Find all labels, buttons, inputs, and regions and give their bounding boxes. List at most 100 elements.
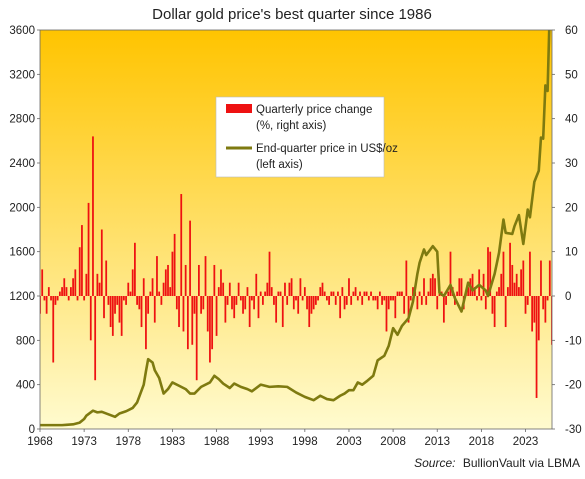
right-tick-label: 30 [565,158,578,170]
bar [275,296,278,323]
bar [67,296,70,301]
bar [314,296,317,305]
bar [111,296,114,336]
bar [195,296,198,381]
bar [107,296,110,305]
bar [370,291,372,296]
left-tick-label: 1600 [9,247,35,259]
bar [184,264,187,296]
bar [58,291,61,296]
bar [100,229,103,296]
bar [456,291,458,296]
bar [92,136,94,296]
bar [319,287,322,296]
bar [495,291,498,296]
bar [303,287,306,296]
bar [222,282,225,296]
bar [81,225,83,296]
bar [153,296,156,323]
bar [120,296,123,336]
right-tick-label: 50 [565,69,578,81]
bar [339,296,342,319]
bar [542,296,545,310]
right-tick-label: 60 [565,25,578,37]
bar [290,278,293,296]
bar [401,291,403,296]
bar [54,296,57,305]
x-tick-label: 1988 [204,436,230,448]
bar [242,296,244,314]
left-tick-label: 400 [16,380,35,392]
x-tick-label: 1973 [71,436,97,448]
bar [582,292,584,296]
bar [498,287,500,296]
bar [169,287,172,296]
line-series-end-quarter-price [40,30,551,427]
right-tick-label: -10 [565,335,582,347]
bar [526,296,529,305]
bar [114,296,116,314]
bar [398,291,401,296]
bar [301,296,304,301]
bar [578,296,580,318]
x-tick-label: 1983 [160,436,186,448]
bar [200,296,202,314]
bar [125,296,127,305]
bar [96,273,99,296]
x-tick-label: 1993 [248,436,274,448]
bar [215,296,218,336]
bar [476,296,478,301]
bar [72,278,74,296]
bar [423,278,425,296]
bar [286,296,289,305]
bar [493,296,496,328]
bar [551,296,552,345]
bar [202,296,205,310]
x-axis: 1968 1973 1978 1983 1988 1993 1998 2003 2008 2013… [27,429,538,448]
bar [40,296,41,314]
bar [535,296,538,398]
bar [580,296,582,314]
bar [264,291,266,296]
bar [262,296,264,305]
bar [420,296,423,305]
bar [78,247,81,296]
bar [145,296,147,350]
bar [374,296,377,301]
bar [295,296,297,301]
bar [45,296,48,314]
bar [378,291,381,296]
bar [224,296,227,323]
bar [350,296,353,305]
chart-title: Dollar gold price's best quarter since 1… [152,6,432,23]
bar [447,291,450,296]
bar [330,291,333,296]
bar [74,269,77,296]
bar [518,287,520,296]
x-tick-label: 2013 [424,436,450,448]
left-tick-label: 2800 [9,114,35,126]
bar [434,278,436,296]
left-tick-label: 0 [29,424,35,436]
bar [233,296,236,319]
bar [167,264,169,296]
bar [235,296,238,305]
bar [558,292,560,296]
bar [548,260,551,296]
bar [270,287,273,296]
bar [531,296,534,332]
bar [546,296,549,301]
bar [392,296,394,301]
bar [573,296,575,300]
bar [94,296,97,381]
bar [237,282,240,296]
bar [209,296,211,363]
bar [253,296,255,310]
bar [129,291,132,296]
bar [502,251,505,296]
bar [299,278,302,296]
bar [52,296,55,363]
bar [387,296,390,310]
bar [383,296,386,301]
